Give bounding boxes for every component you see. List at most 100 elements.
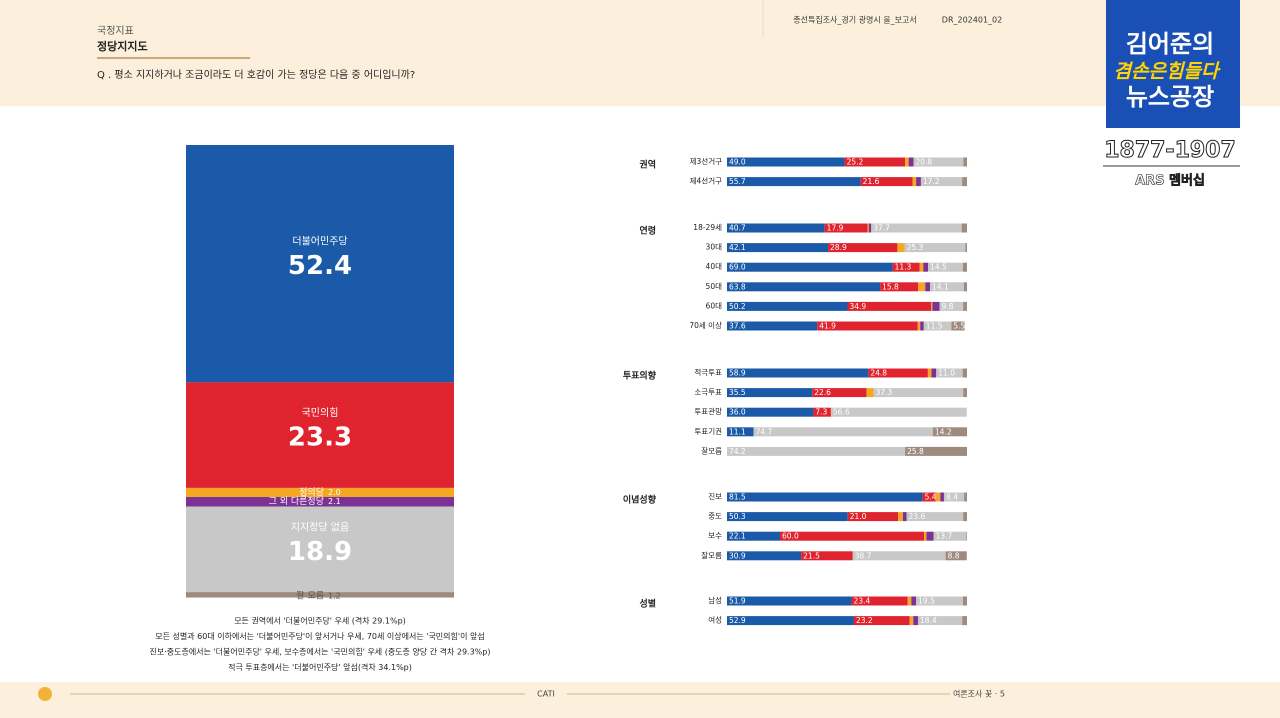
bar-segment [727, 301, 848, 311]
bar-segment [965, 243, 967, 253]
segment-value: 23.3 [288, 423, 352, 453]
value-label: 36.0 [729, 408, 746, 417]
row-label: 소극투표 [694, 388, 722, 397]
bar-segment [913, 616, 919, 626]
bar-segment [926, 531, 934, 541]
row-label: 50대 [706, 282, 723, 291]
bar-segment [911, 596, 917, 606]
row-label: 제4선거구 [690, 177, 722, 186]
column-segment [186, 592, 454, 598]
row-label: 잘모름 [701, 446, 722, 455]
row-label: 여성 [708, 615, 722, 625]
group-label: 권역 [639, 159, 656, 171]
row-label: 투표기권 [694, 427, 722, 436]
value-label: 21.5 [803, 551, 820, 560]
section-label: 국정지표 [97, 25, 134, 37]
column-segment [186, 506, 454, 593]
value-label: 21.0 [850, 512, 867, 521]
bar-segment [962, 368, 967, 378]
bar-segment [873, 388, 964, 398]
bar-segment [945, 551, 967, 561]
note: 모든 성별과 60대 이하에서는 '더불어민주당'이 앞서거나 우세, 70세 … [155, 631, 484, 641]
bar-segment [727, 446, 906, 456]
bar-segment [940, 492, 944, 502]
bar-segment [867, 223, 869, 233]
bar-segment [847, 512, 899, 522]
segment-value: 1.2 [328, 591, 341, 600]
bar-segment [780, 531, 925, 541]
value-label: 15.8 [882, 282, 899, 291]
bar-segment [866, 388, 874, 398]
value-label: 14.2 [935, 427, 952, 436]
bar-segment [828, 243, 898, 253]
bar-segment [928, 262, 963, 272]
value-label: 5.4 [925, 493, 937, 502]
row-label: 보수 [708, 531, 722, 540]
note: 모든 권역에서 '더불어민주당' 우세 (격차 29.1%p) [234, 616, 406, 626]
value-label: 22.6 [814, 388, 831, 397]
column-segment [186, 496, 454, 507]
membership: ARS 멤버십 [1135, 173, 1205, 189]
column-segment [186, 382, 454, 488]
bar-segment [727, 243, 829, 253]
bar-segment [923, 262, 929, 272]
segment-value: 18.9 [288, 537, 352, 567]
value-label: 11.0 [938, 369, 955, 378]
value-label: 8.8 [948, 551, 960, 560]
group-label: 연령 [639, 225, 656, 237]
value-label: 8.4 [946, 493, 958, 502]
value-label: 21.6 [863, 177, 880, 186]
segment-name: 잘 모름 [296, 589, 324, 601]
value-label: 22.1 [729, 532, 746, 541]
value-label: 81.5 [729, 493, 746, 502]
value-label: 14.5 [930, 263, 947, 272]
value-label: 25.3 [907, 243, 924, 252]
bar-segment [962, 596, 967, 606]
value-label: 23.4 [854, 597, 871, 606]
value-label: 51.9 [729, 597, 746, 606]
bar-segment [847, 301, 932, 311]
group-label: 성별 [639, 598, 656, 610]
bar-segment [936, 368, 963, 378]
value-label: 25.8 [907, 447, 924, 456]
bar-segment [912, 177, 917, 187]
bar-segment [801, 551, 853, 561]
segment-name: 정의당 [299, 487, 324, 498]
bar-segment [868, 368, 928, 378]
group-label: 투표의향 [623, 370, 657, 382]
bar-segment [963, 301, 967, 311]
bar-segment [916, 177, 921, 187]
bar-segment [919, 262, 924, 272]
footer-page: 여론조사 꽃 · 5 [953, 689, 1005, 699]
segment-name: 국민의힘 [302, 407, 339, 419]
value-label: 18.4 [920, 616, 937, 625]
bar-segment [931, 301, 933, 311]
row-label: 잘모름 [701, 551, 722, 560]
bar-segment [727, 223, 825, 233]
row-label: 중도 [708, 512, 722, 521]
segment-value: 2.1 [328, 497, 341, 506]
value-label: 56.6 [833, 408, 850, 417]
bar-segment [908, 157, 914, 167]
row-label: 40대 [706, 262, 723, 271]
value-label: 11.5 [926, 322, 943, 331]
bar-segment [897, 243, 905, 253]
bar-segment [930, 282, 964, 292]
segment-value: 52.4 [288, 251, 352, 281]
bar-segment [753, 427, 933, 437]
value-label: 17.2 [923, 177, 940, 186]
page-title: 정당지지도 [97, 39, 148, 53]
value-label: 50.3 [729, 512, 746, 521]
bar-segment [905, 157, 909, 167]
footer-method: CATI [537, 690, 555, 699]
bar-segment [727, 177, 861, 187]
bar-segment [963, 388, 967, 398]
bar-segment [852, 551, 946, 561]
bar-segment [871, 223, 962, 233]
row-label: 18-29세 [693, 223, 722, 232]
bar-segment [905, 446, 967, 456]
bar-segment [727, 282, 881, 292]
bar-segment [727, 262, 893, 272]
bar-segment [727, 321, 818, 331]
